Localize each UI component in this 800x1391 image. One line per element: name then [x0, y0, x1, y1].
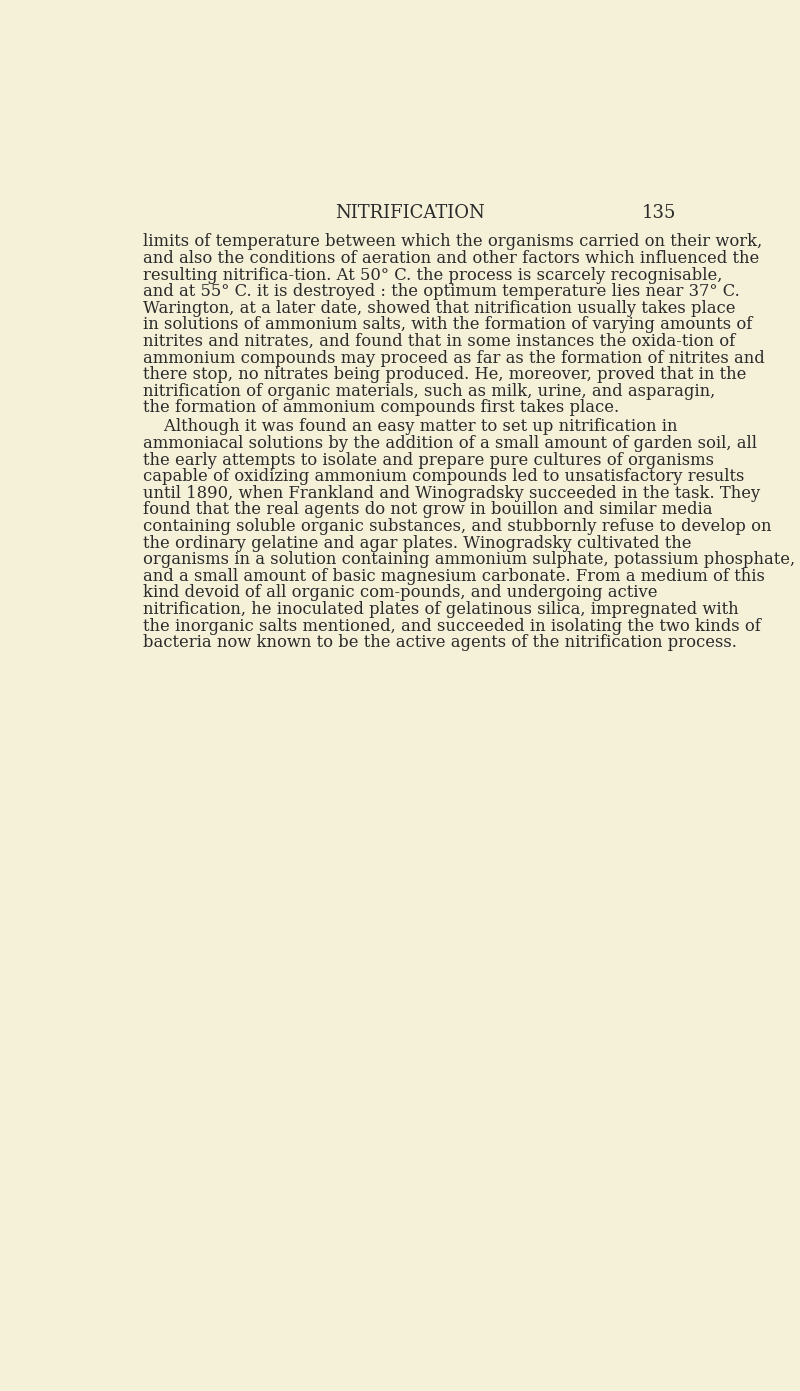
Text: capable of oxidizing ammonium compounds led to unsatisfactory results: capable of oxidizing ammonium compounds … — [143, 469, 745, 485]
Text: Warington, at a later date, showed that nitrification usually takes place: Warington, at a later date, showed that … — [143, 299, 736, 317]
Text: the formation of ammonium compounds first takes place.: the formation of ammonium compounds firs… — [143, 399, 619, 416]
Text: 135: 135 — [642, 204, 677, 223]
Text: the early attempts to isolate and prepare pure cultures of organisms: the early attempts to isolate and prepar… — [143, 452, 714, 469]
Text: ammonium compounds may proceed as far as the formation of nitrites and: ammonium compounds may proceed as far as… — [143, 349, 765, 367]
Text: kind devoid of all organic com­pounds, and undergoing active: kind devoid of all organic com­pounds, a… — [143, 584, 658, 601]
Text: the ordinary gelatine and agar plates. Winogradsky cultivated the: the ordinary gelatine and agar plates. W… — [143, 534, 692, 552]
Text: and also the conditions of aeration and other factors which influenced the: and also the conditions of aeration and … — [143, 250, 760, 267]
Text: in solutions of ammonium salts, with the formation of varying amounts of: in solutions of ammonium salts, with the… — [143, 316, 753, 334]
Text: and at 55° C. it is destroyed : the optimum temperature lies near 37° C.: and at 55° C. it is destroyed : the opti… — [143, 284, 740, 300]
Text: nitrification, he inoculated plates of gelatinous silica, impregnated with: nitrification, he inoculated plates of g… — [143, 601, 739, 618]
Text: organisms in a solution containing ammonium sulphate, potassium phosphate,: organisms in a solution containing ammon… — [143, 551, 795, 569]
Text: limits of temperature between which the organisms carried on their work,: limits of temperature between which the … — [143, 234, 762, 250]
Text: found that the real agents do not grow in bouillon and similar media: found that the real agents do not grow i… — [143, 501, 713, 519]
Text: until 1890, when Frankland and Winogradsky succeeded in the task. They: until 1890, when Frankland and Winograds… — [143, 485, 761, 502]
Text: containing soluble organic substances, and stubbornly refuse to develop on: containing soluble organic substances, a… — [143, 517, 772, 536]
Text: NITRIFICATION: NITRIFICATION — [335, 204, 485, 223]
Text: the inorganic salts mentioned, and succeeded in isolating the two kinds of: the inorganic salts mentioned, and succe… — [143, 618, 762, 634]
Text: resulting nitrifica­tion. At 50° C. the process is scarcely recognisable,: resulting nitrifica­tion. At 50° C. the … — [143, 267, 722, 284]
Text: ammoniacal solutions by the addition of a small amount of garden soil, all: ammoniacal solutions by the addition of … — [143, 435, 758, 452]
Text: nitrification of organic materials, such as milk, urine, and asparagin,: nitrification of organic materials, such… — [143, 383, 716, 399]
Text: and a small amount of basic magnesium carbonate. From a medium of this: and a small amount of basic magnesium ca… — [143, 568, 766, 584]
Text: nitrites and nitrates, and found that in some instances the oxida­tion of: nitrites and nitrates, and found that in… — [143, 332, 736, 351]
Text: bacteria now known to be the active agents of the nitrification process.: bacteria now known to be the active agen… — [143, 634, 738, 651]
Text: there stop, no nitrates being produced. He, moreover, proved that in the: there stop, no nitrates being produced. … — [143, 366, 746, 383]
Text: Although it was found an easy matter to set up nitrification in: Although it was found an easy matter to … — [143, 419, 678, 435]
